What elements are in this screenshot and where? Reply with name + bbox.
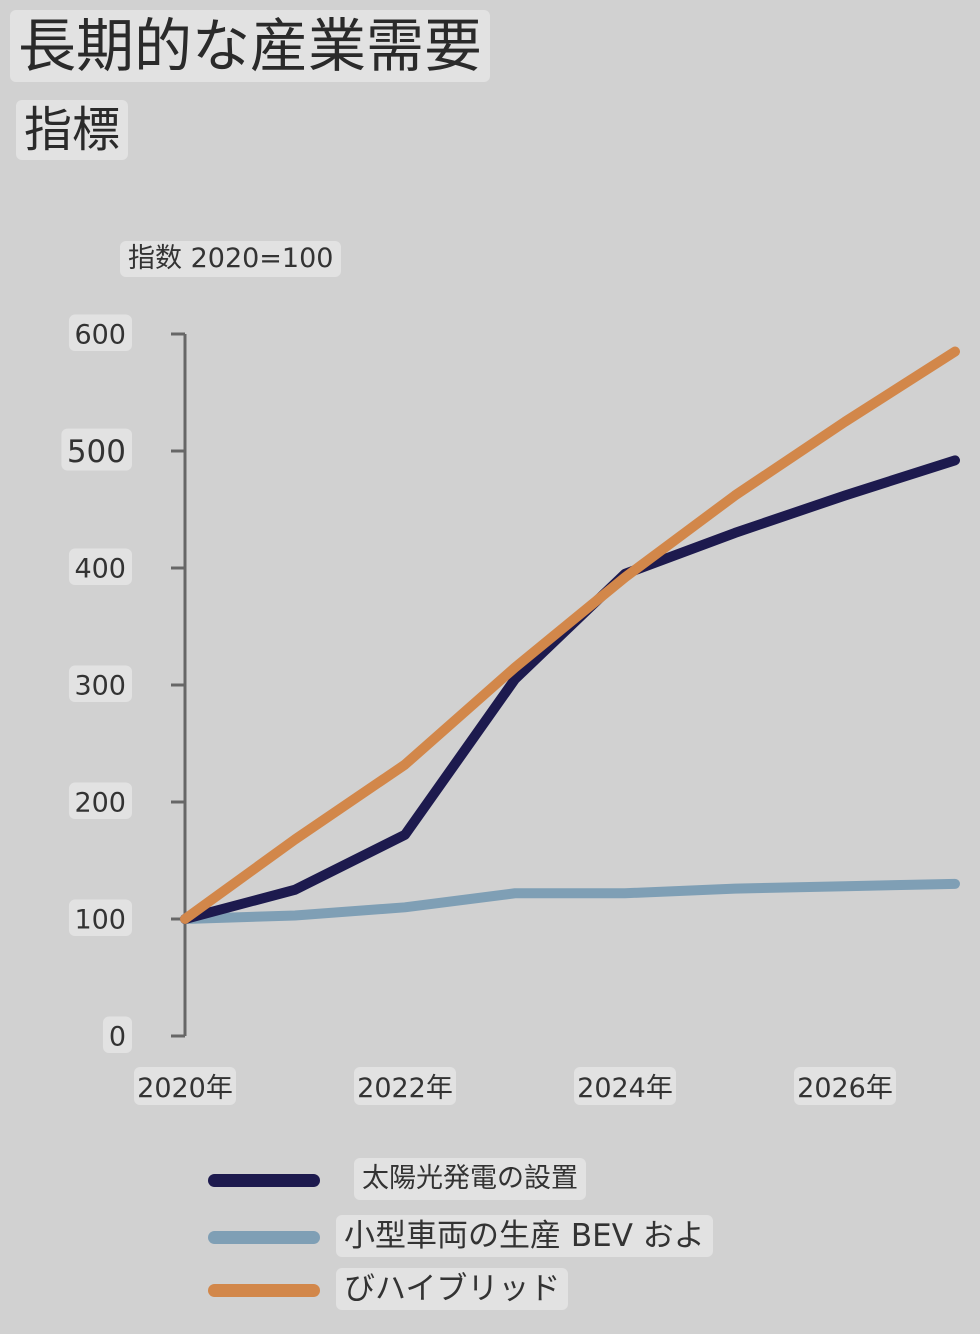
legend-label: 小型車両の生産 BEV およ [336,1215,713,1257]
legend-swatch [208,1284,320,1297]
legend-label: びハイブリッド [336,1268,569,1310]
y-tick-label-bg [68,899,132,937]
y-tick-label: 100 [74,905,126,936]
x-tick-label-bg [354,1067,456,1105]
y-tick-label: 400 [74,554,126,585]
y-tick-label: 500 [67,434,126,470]
chart-subtitle: 指標 [16,100,129,160]
x-tick-label-bg [574,1067,676,1105]
chart-title: 長期的な産業需要 [10,10,491,82]
y-tick-label: 200 [74,788,126,819]
x-tick-label: 2020年 [137,1073,233,1104]
x-tick-label: 2022年 [357,1073,453,1104]
y-tick-label-bg [68,782,132,820]
legend-swatch [208,1231,320,1244]
y-tick-label: 300 [74,671,126,702]
y-tick-label-bg [61,428,132,471]
y-tick-label-bg [68,548,132,586]
y-tick-label-bg [102,1016,132,1054]
series-line-1 [180,455,960,924]
x-tick-label-bg [134,1067,236,1105]
y-tick-label: 600 [74,320,126,351]
series-line-2 [180,878,960,924]
x-tick-label-bg [794,1067,896,1105]
legend-label: 太陽光発電の設置 [354,1158,586,1200]
y-tick-label-bg [68,314,132,352]
x-tick-label: 2024年 [577,1073,673,1104]
legend-swatch [208,1174,320,1187]
series-line-3 [180,346,960,924]
y-tick-label: 0 [109,1022,126,1053]
y-tick-label-bg [68,665,132,703]
y-axis-label: 指数 2020=100 [120,241,342,277]
x-tick-label: 2026年 [797,1073,893,1104]
